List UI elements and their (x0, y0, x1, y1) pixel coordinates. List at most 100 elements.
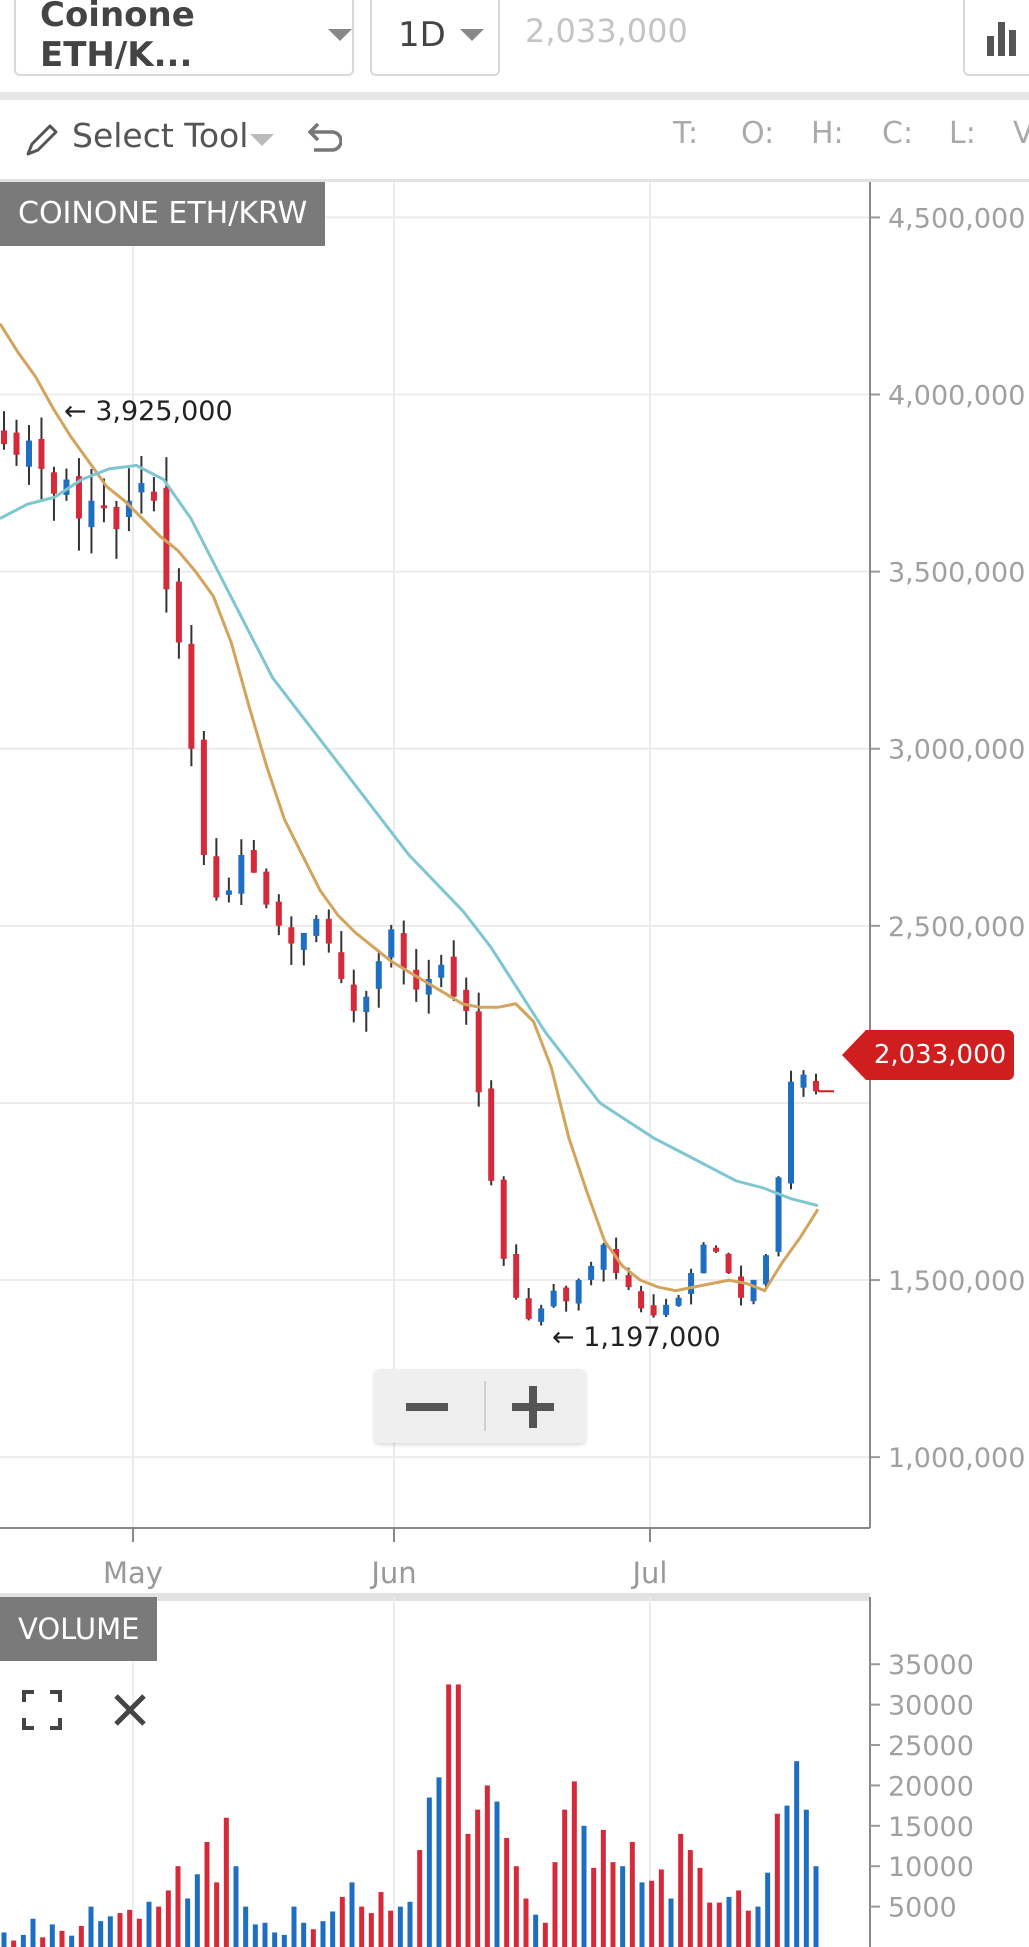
candle-body (725, 1253, 732, 1273)
candle-body (563, 1287, 570, 1302)
candle-body (275, 901, 282, 926)
candle-body (813, 1080, 819, 1092)
candle-body (513, 1254, 520, 1298)
candle-body (325, 918, 332, 944)
volume-bar (301, 1922, 307, 1947)
volume-bar (223, 1817, 229, 1947)
candle-body (675, 1297, 682, 1306)
volume-bar (339, 1896, 345, 1947)
candle-body (175, 581, 182, 643)
chart-type-button[interactable] (963, 0, 1029, 76)
undo-icon[interactable] (302, 118, 342, 158)
candle-body (763, 1255, 770, 1285)
volume-bar (436, 1777, 442, 1947)
candle-body (438, 964, 445, 978)
volume-bar (88, 1906, 94, 1947)
volume-bar (446, 1684, 452, 1947)
volume-bar (69, 1935, 75, 1947)
volume-bar (30, 1918, 36, 1947)
volume-bar (1, 1932, 7, 1947)
volume-bar (707, 1902, 713, 1947)
candle-body (413, 969, 420, 990)
candle-body (38, 438, 45, 469)
volume-bar (687, 1850, 693, 1947)
volume-bar (581, 1825, 587, 1947)
volume-bar (49, 1924, 55, 1947)
volume-bar (214, 1882, 220, 1947)
volume-bar (504, 1837, 510, 1947)
candle-body (200, 739, 207, 855)
y-tick-label: 3,500,000 (888, 558, 1025, 589)
volume-bar (426, 1797, 432, 1947)
candle-body (688, 1272, 695, 1294)
volume-bar (359, 1906, 365, 1947)
candle-body (388, 929, 395, 958)
price-chart-title: COINONE ETH/KRW (0, 182, 326, 246)
close-icon[interactable] (110, 1690, 150, 1730)
candle-body (575, 1280, 582, 1304)
volume-bar (146, 1901, 152, 1947)
candle-body (638, 1291, 645, 1309)
volume-bar (465, 1833, 471, 1947)
candle-body (138, 483, 145, 493)
price-input[interactable]: 2,033,000 (525, 12, 688, 50)
ma-long-line (0, 463, 819, 1208)
candle-body (100, 505, 107, 509)
ohlc-c-label: C: (882, 116, 914, 151)
volume-tick-label: 10000 (888, 1852, 974, 1883)
candle-body (750, 1280, 757, 1302)
candle-body (163, 487, 170, 590)
candle-body (550, 1290, 557, 1307)
volume-bar (552, 1862, 558, 1947)
volume-bar (716, 1902, 722, 1947)
volume-bar (765, 1872, 771, 1947)
volume-bar (417, 1850, 423, 1947)
volume-bar (388, 1910, 394, 1947)
candle-body (25, 440, 32, 467)
volume-bar (11, 1940, 17, 1947)
y-tick-label: 1,000,000 (888, 1443, 1025, 1474)
interval-dropdown[interactable]: 1D (370, 0, 500, 76)
x-tick-label: Jun (369, 1556, 416, 1590)
select-tool-dropdown[interactable]: Select Tool (72, 116, 249, 155)
volume-bar (185, 1898, 191, 1947)
volume-bar (204, 1841, 210, 1947)
volume-bar (272, 1932, 278, 1947)
volume-bar (127, 1909, 133, 1947)
chevron-down-icon (250, 134, 274, 146)
candle-body (88, 500, 95, 528)
volume-bar (262, 1922, 268, 1947)
candle-body (288, 927, 295, 944)
high-annotation: ← 3,925,000 (64, 396, 233, 427)
low-annotation: ← 1,197,000 (552, 1322, 721, 1353)
volume-bar (407, 1901, 413, 1947)
volume-bar (291, 1906, 297, 1947)
volume-bar (107, 1916, 113, 1947)
volume-bar (774, 1813, 780, 1947)
candle-body (738, 1276, 745, 1298)
volume-bar (475, 1809, 481, 1947)
last-price-tag: 2,033,000 (842, 1030, 1014, 1080)
volume-bar (745, 1910, 751, 1947)
volume-bar (591, 1867, 597, 1947)
fullscreen-icon[interactable] (22, 1690, 62, 1730)
volume-bar (736, 1890, 742, 1947)
zoom-out-button[interactable] (406, 1403, 448, 1411)
ohlc-t-label: T: (673, 116, 699, 151)
volume-bar (813, 1866, 819, 1947)
candle-body (425, 978, 432, 995)
volume-bar (484, 1785, 490, 1947)
candle-body (313, 918, 320, 936)
y-tick-label: 4,000,000 (888, 381, 1025, 412)
symbol-dropdown[interactable]: Coinone ETH/K... (14, 0, 354, 76)
volume-bar (533, 1914, 539, 1947)
volume-bar (794, 1761, 800, 1947)
zoom-divider (484, 1381, 486, 1431)
volume-tick-label: 25000 (888, 1731, 974, 1762)
candle-body (338, 952, 345, 979)
candle-body (225, 890, 232, 895)
volume-bar (20, 1934, 26, 1947)
candle-body (350, 984, 357, 1011)
candle-body (13, 432, 20, 455)
